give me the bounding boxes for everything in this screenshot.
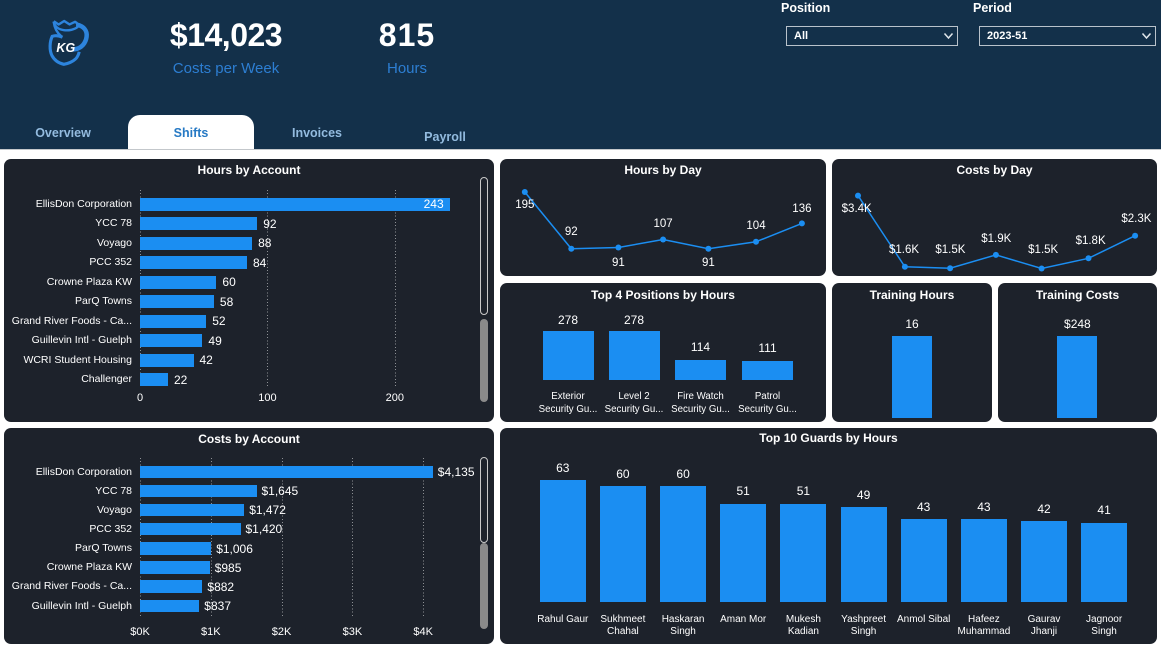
svg-text:KG: KG <box>56 41 75 55</box>
